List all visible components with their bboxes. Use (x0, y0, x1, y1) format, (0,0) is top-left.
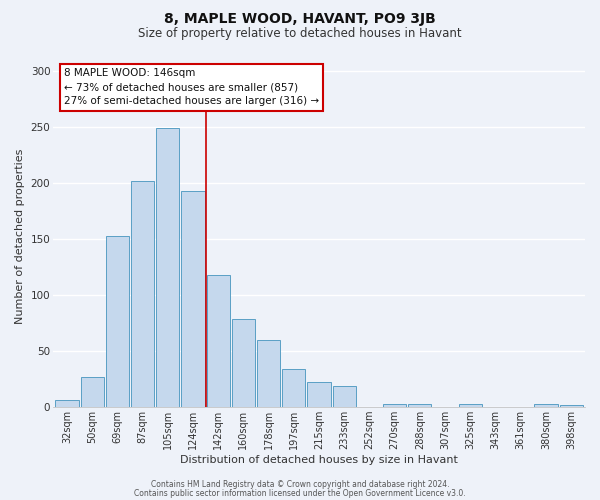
Bar (131, 180, 154, 407)
Text: Contains public sector information licensed under the Open Government Licence v3: Contains public sector information licen… (134, 488, 466, 498)
Bar (80, 377, 104, 407)
Bar (257, 340, 280, 407)
Bar (106, 236, 129, 407)
Bar (206, 275, 230, 407)
Bar (181, 190, 205, 407)
Bar (55, 400, 79, 407)
X-axis label: Distribution of detached houses by size in Havant: Distribution of detached houses by size … (180, 455, 458, 465)
Text: 8, MAPLE WOOD, HAVANT, PO9 3JB: 8, MAPLE WOOD, HAVANT, PO9 3JB (164, 12, 436, 26)
Text: Size of property relative to detached houses in Havant: Size of property relative to detached ho… (138, 28, 462, 40)
Bar (383, 404, 406, 407)
Bar (535, 404, 557, 407)
Bar (232, 318, 255, 407)
Y-axis label: Number of detached properties: Number of detached properties (15, 148, 25, 324)
Text: Contains HM Land Registry data © Crown copyright and database right 2024.: Contains HM Land Registry data © Crown c… (151, 480, 449, 489)
Bar (282, 369, 305, 407)
Bar (332, 386, 356, 407)
Bar (307, 382, 331, 407)
Bar (459, 404, 482, 407)
Text: 8 MAPLE WOOD: 146sqm
← 73% of detached houses are smaller (857)
27% of semi-deta: 8 MAPLE WOOD: 146sqm ← 73% of detached h… (64, 68, 319, 106)
Bar (156, 128, 179, 407)
Bar (408, 404, 431, 407)
Bar (560, 405, 583, 407)
